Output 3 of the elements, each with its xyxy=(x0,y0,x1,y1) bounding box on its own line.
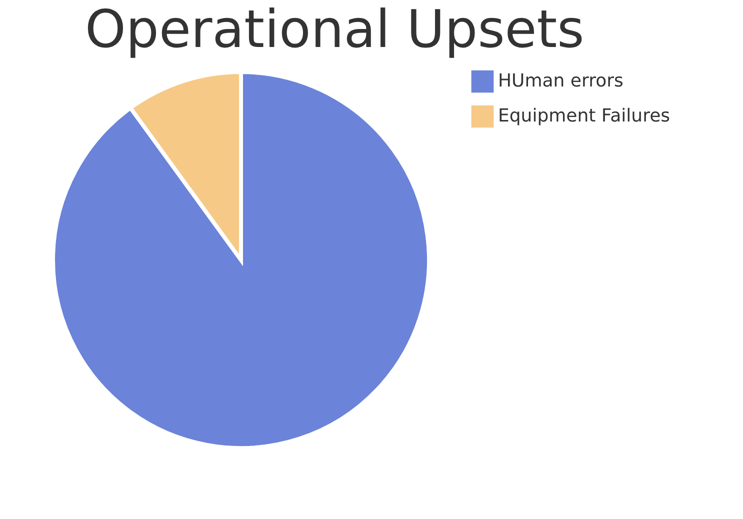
legend-label: Equipment Failures xyxy=(498,106,670,126)
chart-title: Operational Upsets xyxy=(85,0,584,60)
legend-label: HUman errors xyxy=(498,70,624,92)
